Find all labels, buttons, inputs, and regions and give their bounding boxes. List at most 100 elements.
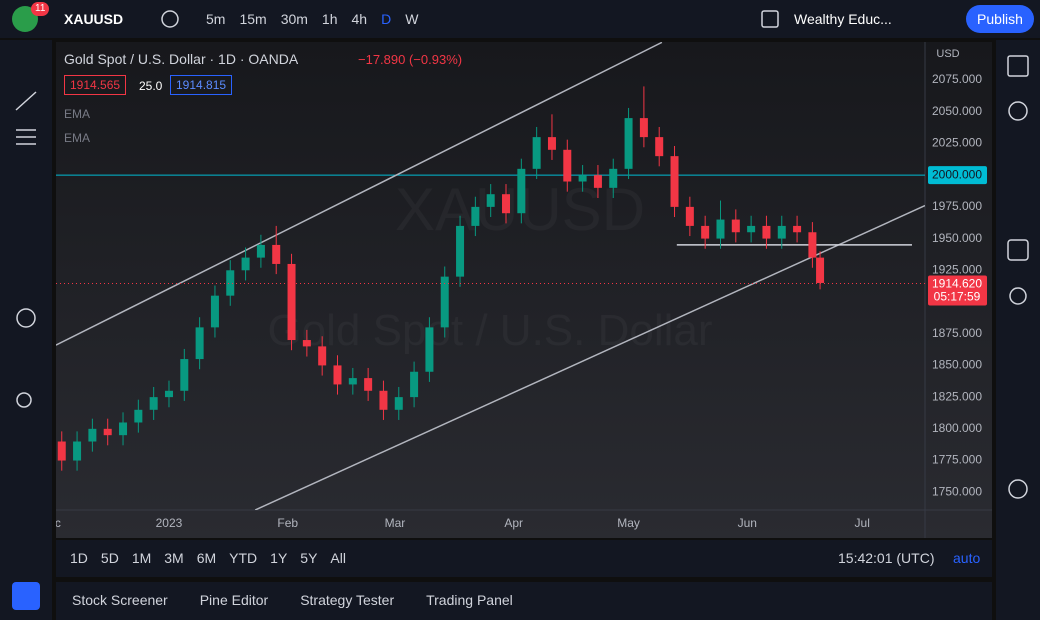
- spread: 25.0: [139, 79, 163, 93]
- candle-body: [302, 340, 311, 347]
- y-tick-label: 1750.000: [932, 484, 982, 498]
- x-tick-label: Mar: [385, 516, 406, 530]
- interval[interactable]: W: [405, 11, 419, 27]
- interval[interactable]: 15m: [239, 11, 267, 27]
- candle-body: [256, 244, 265, 258]
- candle-body: [624, 118, 633, 169]
- panel-tabs: Stock Screener Pine Editor Strategy Tester…: [72, 592, 513, 608]
- range[interactable]: 3M: [164, 550, 184, 566]
- legend-change: −17.890 (−0.93%): [358, 52, 463, 67]
- top-bar: [0, 0, 1040, 38]
- candle-body: [394, 397, 403, 410]
- candle-body: [333, 365, 342, 385]
- range[interactable]: 5D: [100, 550, 119, 566]
- candle-body: [440, 276, 449, 328]
- candle-body: [241, 257, 250, 271]
- candle-body: [180, 359, 189, 391]
- candle-body: [210, 295, 219, 328]
- layout-name[interactable]: Wealthy Educ...: [794, 11, 892, 27]
- trend-line: [254, 204, 925, 510]
- candle-body: [517, 168, 526, 214]
- candle-body: [348, 378, 357, 385]
- candle-body: [486, 194, 495, 207]
- candle-body: [777, 225, 786, 239]
- ask[interactable]: 1914.815: [170, 75, 233, 95]
- x-tick-label: May: [617, 516, 640, 530]
- y-tick-label: 1775.000: [932, 453, 982, 467]
- x-tick-label: Jul: [855, 516, 870, 530]
- x-tick-label: Apr: [504, 516, 523, 530]
- candle-body: [547, 137, 556, 150]
- price-level-label: 2000.000: [932, 167, 982, 181]
- link-tool[interactable]: [12, 582, 40, 610]
- range[interactable]: 1D: [70, 550, 88, 566]
- scale-mode[interactable]: auto: [953, 550, 981, 566]
- candle-body: [593, 175, 602, 188]
- panel-tab[interactable]: Strategy Tester: [300, 592, 395, 608]
- x-axis: Dec 2023 Feb Mar Apr May Jun Jul: [40, 516, 870, 530]
- candle-body: [578, 175, 587, 182]
- range[interactable]: All: [330, 550, 346, 566]
- legend-title: Gold Spot / U.S. Dollar · 1D · OANDA: [64, 51, 299, 67]
- x-tick-label: Dec: [40, 516, 61, 530]
- candle-body: [57, 441, 66, 461]
- price-level-box: [928, 166, 987, 185]
- candle-body: [88, 428, 97, 442]
- watermark-description: Gold Spot / U.S. Dollar: [267, 306, 712, 355]
- panel-tab[interactable]: Stock Screener: [72, 592, 168, 608]
- bottom-bar: [56, 540, 992, 577]
- interval[interactable]: 1h: [321, 11, 338, 27]
- indicator: EMA: [64, 107, 91, 121]
- panel-tab[interactable]: Trading Panel: [426, 592, 513, 608]
- range[interactable]: 1M: [131, 550, 152, 566]
- candle-body: [134, 409, 143, 423]
- candle-body: [793, 225, 802, 233]
- candle-body: [747, 225, 756, 233]
- x-tick-label: 2023: [156, 516, 183, 530]
- currency: USD: [936, 48, 959, 60]
- candle-body: [379, 390, 388, 410]
- symbol[interactable]: XAUUSD: [64, 11, 124, 27]
- candle-body: [639, 118, 648, 138]
- interval[interactable]: D: [381, 11, 392, 27]
- publish-button[interactable]: Publish: [966, 5, 1034, 33]
- bid[interactable]: 1914.565: [64, 75, 127, 95]
- interval[interactable]: 5m: [206, 11, 226, 27]
- range[interactable]: YTD: [229, 550, 258, 566]
- indicator: EMA: [64, 131, 91, 145]
- candle-body: [103, 428, 112, 436]
- y-tick-label: 1800.000: [932, 421, 982, 435]
- badge: 11: [31, 2, 50, 16]
- candle-body: [226, 270, 235, 296]
- countdown: 05:17:59: [934, 290, 981, 304]
- candle-body: [502, 194, 511, 214]
- candle-body: [272, 244, 281, 264]
- candle-body: [425, 327, 434, 372]
- candle-body: [701, 225, 710, 239]
- candle-body: [119, 422, 128, 436]
- candle-body: [762, 225, 771, 239]
- range[interactable]: 5Y: [300, 550, 318, 566]
- candle-body: [471, 206, 480, 226]
- interval-group: 5m 15m 30m 1h 4h D W: [206, 11, 418, 27]
- candle-body: [808, 232, 817, 258]
- interval[interactable]: 4h: [351, 11, 368, 27]
- y-tick-label: 1975.000: [932, 199, 982, 213]
- chart-pane: [56, 42, 992, 538]
- candle-body: [73, 441, 82, 461]
- y-tick-label: 1825.000: [932, 389, 982, 403]
- clock: 15:42:01 (UTC): [838, 550, 935, 566]
- candle-body: [685, 206, 694, 226]
- range[interactable]: 1Y: [270, 550, 288, 566]
- right-toolbar: [996, 40, 1040, 620]
- interval[interactable]: 30m: [280, 11, 308, 27]
- y-tick-label: 1950.000: [932, 231, 982, 245]
- candle-body: [164, 390, 173, 398]
- candle-body: [563, 149, 572, 182]
- candle-body: [716, 219, 725, 239]
- candle-body: [532, 137, 541, 169]
- range[interactable]: 6M: [196, 550, 217, 566]
- panel-tab[interactable]: Pine Editor: [199, 592, 269, 608]
